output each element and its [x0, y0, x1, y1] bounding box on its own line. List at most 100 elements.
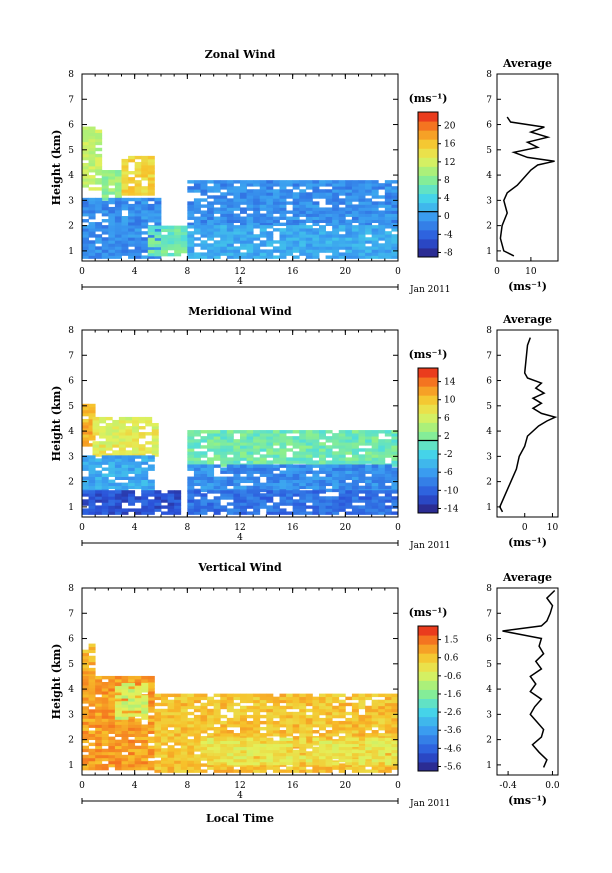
heatmap-cell — [338, 183, 346, 187]
heatmap-cell — [95, 715, 103, 719]
heatmap-cell — [121, 216, 129, 220]
heatmap-cell — [338, 708, 346, 713]
colorbar-swatch — [418, 485, 438, 496]
heatmap-cell — [259, 198, 267, 202]
heatmap-cell — [338, 726, 346, 731]
heatmap-cell — [384, 730, 392, 734]
heatmap-cell — [338, 243, 346, 247]
heatmap-cell — [338, 714, 346, 719]
heatmap-cell — [299, 702, 307, 707]
heatmap-cell — [161, 237, 168, 242]
heatmap-cell — [259, 733, 267, 737]
heatmap-cell — [134, 219, 142, 223]
heatmap-cell — [384, 476, 392, 480]
heatmap-cell — [187, 216, 195, 220]
heatmap-cell — [351, 186, 359, 190]
heatmap-cell — [101, 718, 109, 722]
heatmap-cell — [332, 225, 340, 229]
heatmap-cell — [95, 763, 103, 768]
heatmap-cell — [253, 470, 261, 474]
heatmap-cell — [259, 216, 267, 220]
heatmap-cell — [338, 436, 346, 440]
heatmap-cell — [82, 212, 89, 217]
heatmap-cell — [88, 461, 96, 465]
heatmap-cell — [384, 249, 392, 253]
date-label: Jan 2011 — [409, 285, 451, 295]
heatmap-cell — [233, 496, 241, 500]
average-y-tick-label: 6 — [486, 121, 492, 131]
heatmap-cell — [292, 499, 300, 503]
heatmap-cell — [220, 454, 228, 458]
heatmap-cell — [95, 730, 103, 734]
heatmap-cell — [371, 207, 379, 211]
heatmap-cell — [226, 228, 234, 232]
heatmap-cell — [266, 198, 274, 202]
heatmap-cell — [378, 733, 386, 737]
heatmap-cell — [279, 511, 287, 515]
heatmap-cell — [145, 422, 153, 427]
heatmap-cell — [213, 761, 221, 766]
heatmap-cell — [272, 464, 280, 468]
heatmap-cell — [365, 726, 373, 731]
heatmap-cell — [246, 467, 254, 471]
heatmap-cell — [213, 454, 221, 458]
heatmap-cell — [147, 482, 155, 487]
heatmap-cell — [101, 249, 109, 253]
heatmap-cell — [207, 708, 215, 713]
heatmap-cell — [332, 457, 340, 461]
heatmap-cell — [391, 705, 399, 710]
heatmap-cell — [147, 694, 155, 698]
heatmap-cell — [325, 240, 333, 244]
heatmap-cell — [391, 463, 399, 467]
heatmap-cell — [193, 457, 201, 461]
heatmap-cell — [180, 754, 188, 758]
heatmap-cell — [365, 511, 373, 515]
heatmap-cell — [207, 186, 215, 190]
heatmap-cell — [358, 717, 366, 722]
heatmap-cell — [351, 769, 359, 773]
heatmap-cell — [108, 458, 116, 462]
heatmap-cell — [371, 693, 379, 698]
heatmap-cell — [154, 197, 162, 202]
heatmap-cell — [167, 228, 175, 233]
heatmap-cell — [82, 706, 89, 710]
heatmap-cell — [272, 733, 280, 737]
heatmap-cell — [200, 693, 208, 698]
heatmap-cell — [259, 255, 267, 259]
heatmap-cell — [240, 752, 247, 757]
heatmap-cell — [299, 243, 307, 247]
heatmap-cell — [114, 716, 122, 720]
heatmap-cell — [121, 189, 129, 193]
heatmap-cell — [384, 693, 392, 698]
heatmap-cell — [246, 714, 254, 719]
heatmap-cell — [105, 435, 113, 439]
heatmap-cell — [128, 713, 136, 717]
heatmap-cell — [246, 752, 254, 757]
heatmap-cell — [226, 761, 234, 766]
heatmap-cell — [371, 737, 379, 742]
colorbar-swatch — [418, 707, 438, 718]
heatmap-cell — [325, 488, 333, 493]
colorbar-swatch — [418, 449, 438, 460]
heatmap-cell — [305, 769, 313, 773]
heatmap-cell — [240, 442, 247, 446]
heatmap-cell — [319, 499, 326, 503]
heatmap-cell — [114, 707, 122, 711]
heatmap-cell — [88, 129, 96, 134]
heatmap-cell — [338, 485, 346, 490]
heatmap-cell — [246, 207, 254, 211]
heatmap-cell — [213, 755, 221, 760]
colorbar-tick-label: 10 — [444, 396, 456, 406]
heatmap-cell — [128, 476, 136, 480]
heatmap-cell — [128, 158, 136, 163]
heatmap-cell — [121, 754, 129, 759]
y-tick-label: 1 — [68, 247, 74, 257]
heatmap-cell — [128, 186, 136, 190]
heatmap-cell — [154, 222, 162, 226]
heatmap-cell — [220, 726, 228, 731]
heatmap-cell — [101, 691, 109, 695]
heatmap-cell — [174, 711, 182, 716]
heatmap-cell — [187, 457, 195, 461]
heatmap-cell — [154, 766, 162, 770]
